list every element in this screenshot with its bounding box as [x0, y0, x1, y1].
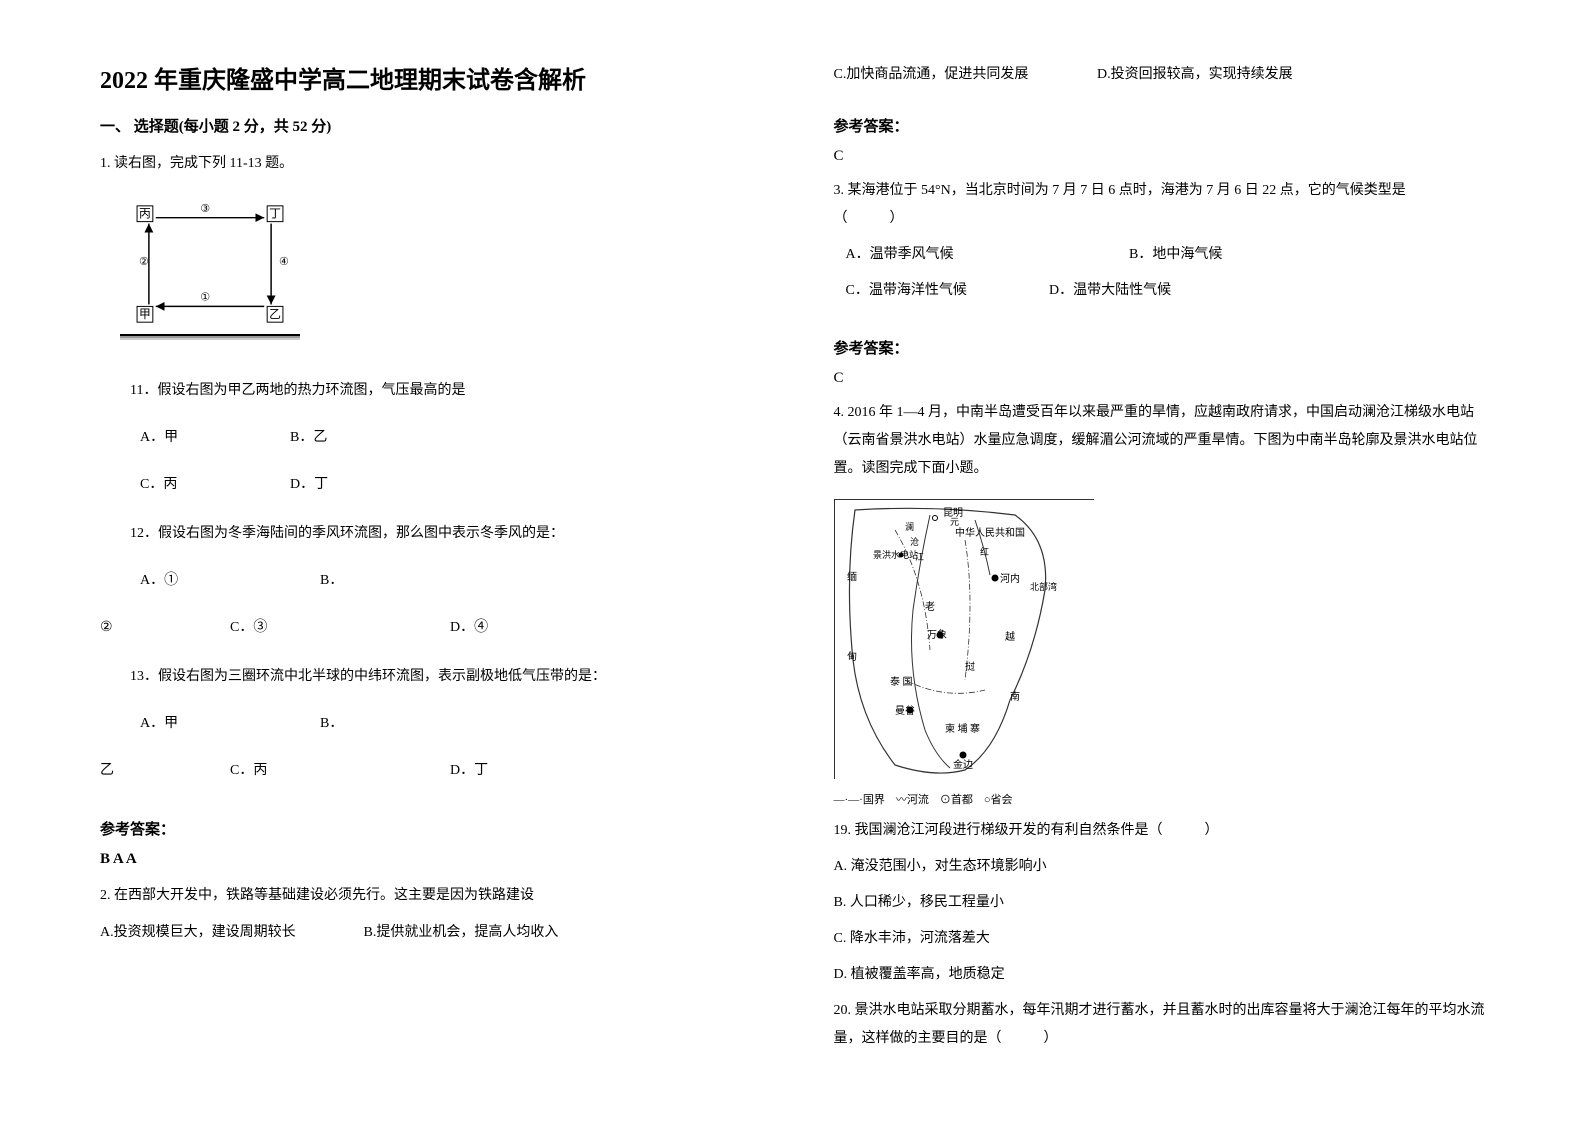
- svg-text:红: 红: [980, 546, 989, 557]
- q2-opt-b: B.提供就业机会，提高人均收入: [364, 925, 559, 940]
- svg-text:泰 国: 泰 国: [890, 675, 913, 688]
- indochina-map: 昆明 中华人民共和国 景洪水电站 河内 北部湾 老 万象 缅 甸 泰 国 挝 越…: [834, 499, 1094, 779]
- q3-options-row2: C．温带海洋性气候 D．温带大陆性气候: [846, 277, 1488, 305]
- corner-bl: 甲: [139, 307, 151, 321]
- q4-sub20: 20. 景洪水电站采取分期蓄水，每年汛期才进行蓄水，并且蓄水时的出库容量将大于澜…: [834, 997, 1488, 1053]
- svg-text:万象: 万象: [927, 629, 947, 641]
- q1-answer-label: 参考答案：: [100, 818, 754, 839]
- q1-sub11-options: A．甲 B．乙: [140, 423, 754, 454]
- svg-text:越: 越: [1005, 630, 1015, 643]
- q2-opt-a: A.投资规模巨大，建设周期较长: [100, 918, 360, 949]
- q1-sub12-options: A．① B．: [140, 566, 754, 597]
- svg-text:缅: 缅: [847, 570, 857, 583]
- q1-12-opt-a: A．①: [140, 566, 320, 597]
- q1-intro: 1. 读右图，完成下列 11-13 题。: [100, 152, 754, 172]
- corner-tl: 丙: [139, 207, 151, 221]
- q4-19-opt-b: B. 人口稀少，移民工程量小: [834, 889, 1488, 917]
- svg-text:北部湾: 北部湾: [1030, 581, 1057, 592]
- q4-intro: 4. 2016 年 1—4 月，中南半岛遭受百年以来最严重的旱情，应越南政府请求…: [834, 399, 1488, 483]
- q1-11-opt-a: A．甲: [140, 423, 290, 454]
- edge-top-label: ③: [200, 203, 210, 215]
- svg-text:元: 元: [950, 517, 959, 527]
- svg-text:河内: 河内: [1000, 572, 1020, 585]
- q1-sub13: 13．假设右图为三圈环流中北半球的中纬环流图，表示副极地低气压带的是：: [130, 664, 754, 689]
- q1-11-opt-d: D．丁: [290, 470, 440, 501]
- q1-sub13-options-2: 乙 C．丙 D．丁: [100, 756, 754, 787]
- svg-text:澜: 澜: [905, 522, 914, 532]
- q4-19-opt-d: D. 植被覆盖率高，地质稳定: [834, 961, 1488, 989]
- q1-sub13-options: A．甲 B．: [140, 709, 754, 740]
- edge-left-label: ②: [139, 256, 149, 268]
- svg-text:南: 南: [1010, 690, 1020, 703]
- exam-title: 2022 年重庆隆盛中学高二地理期末试卷含解析: [100, 60, 754, 95]
- left-column: 2022 年重庆隆盛中学高二地理期末试卷含解析 一、 选择题(每小题 2 分，共…: [100, 60, 754, 1062]
- q1-sub12: 12．假设右图为冬季海陆间的季风环流图，那么图中表示冬季风的是：: [130, 521, 754, 546]
- edge-right-label: ④: [279, 256, 289, 268]
- q2-answer-label: 参考答案：: [834, 115, 1488, 136]
- svg-text:沧: 沧: [910, 536, 919, 547]
- edge-bottom-label: ①: [200, 291, 210, 303]
- q1-diagram: ③ ① ② ④ 丙 丁 甲 乙: [120, 196, 300, 336]
- right-column: C.加快商品流通，促进共同发展 D.投资回报较高，实现持续发展 参考答案： C …: [834, 60, 1488, 1062]
- q2-text: 2. 在西部大开发中，铁路等基础建设必须先行。这主要是因为铁路建设: [100, 882, 754, 910]
- q1-sub12-options-2: ② C．③ D．④: [100, 613, 754, 644]
- q1-12-opt-b: ②: [100, 613, 230, 644]
- q4-19-opt-c: C. 降水丰沛，河流落差大: [834, 925, 1488, 953]
- circulation-diagram-svg: ③ ① ② ④ 丙 丁 甲 乙: [120, 196, 300, 334]
- q2-options-row1: A.投资规模巨大，建设周期较长 B.提供就业机会，提高人均收入: [100, 918, 754, 949]
- q1-sub11-options-2: C．丙 D．丁: [140, 470, 754, 501]
- section-1-header: 一、 选择题(每小题 2 分，共 52 分): [100, 115, 754, 136]
- svg-text:景洪水电站: 景洪水电站: [873, 549, 918, 560]
- q1-13-opt-d: D．丁: [450, 756, 488, 787]
- q1-11-opt-c: C．丙: [140, 470, 290, 501]
- q1-11-opt-b: B．乙: [290, 423, 440, 454]
- q3-options-row1: A．温带季风气候 B．地中海气候: [846, 241, 1488, 269]
- corner-tr: 丁: [269, 207, 281, 221]
- q2-options-row2: C.加快商品流通，促进共同发展 D.投资回报较高，实现持续发展: [834, 60, 1488, 91]
- svg-text:甸: 甸: [847, 650, 857, 663]
- q1-12-opt-b-prefix: B．: [320, 566, 343, 597]
- q2-answer: C: [834, 148, 1488, 165]
- q3-answer-label: 参考答案：: [834, 337, 1488, 358]
- q2-opt-d: D.投资回报较高，实现持续发展: [1097, 67, 1293, 82]
- q1-13-opt-a: A．甲: [140, 709, 320, 740]
- svg-text:挝: 挝: [965, 660, 975, 673]
- svg-text:曼谷: 曼谷: [895, 705, 915, 717]
- svg-text:江: 江: [915, 552, 924, 562]
- q3-opt-a: A．温带季风气候: [846, 241, 1126, 269]
- map-legend: —·—·国界 〰河流 ⊙首都 ○省会: [834, 791, 1488, 807]
- q3-opt-b: B．地中海气候: [1129, 247, 1222, 262]
- corner-br: 乙: [269, 307, 281, 321]
- q1-12-opt-c: C．③: [230, 613, 450, 644]
- q4-19-opt-a: A. 淹没范围小，对生态环境影响小: [834, 853, 1488, 881]
- q1-13-opt-b-prefix: B．: [320, 709, 343, 740]
- svg-text:中华人民共和国: 中华人民共和国: [955, 526, 1025, 539]
- q1-sub11: 11．假设右图为甲乙两地的热力环流图，气压最高的是: [130, 378, 754, 403]
- q1-12-opt-d: D．④: [450, 613, 488, 644]
- q1-13-opt-b: 乙: [100, 756, 230, 787]
- svg-text:金边: 金边: [953, 758, 973, 771]
- q3-opt-c: C．温带海洋性气候: [846, 277, 1046, 305]
- q2-opt-c: C.加快商品流通，促进共同发展: [834, 60, 1094, 91]
- q3-opt-d: D．温带大陆性气候: [1049, 283, 1171, 298]
- q1-13-opt-c: C．丙: [230, 756, 450, 787]
- q4-sub19: 19. 我国澜沧江河段进行梯级开发的有利自然条件是（ ）: [834, 817, 1488, 845]
- q3-text: 3. 某海港位于 54°N，当北京时间为 7 月 7 日 6 点时，海港为 7 …: [834, 177, 1488, 233]
- map-svg: 昆明 中华人民共和国 景洪水电站 河内 北部湾 老 万象 缅 甸 泰 国 挝 越…: [835, 500, 1095, 780]
- svg-text:老: 老: [925, 600, 935, 613]
- svg-text:柬 埔 寨: 柬 埔 寨: [945, 722, 980, 735]
- q1-answer: B A A: [100, 851, 754, 868]
- q3-answer: C: [834, 370, 1488, 387]
